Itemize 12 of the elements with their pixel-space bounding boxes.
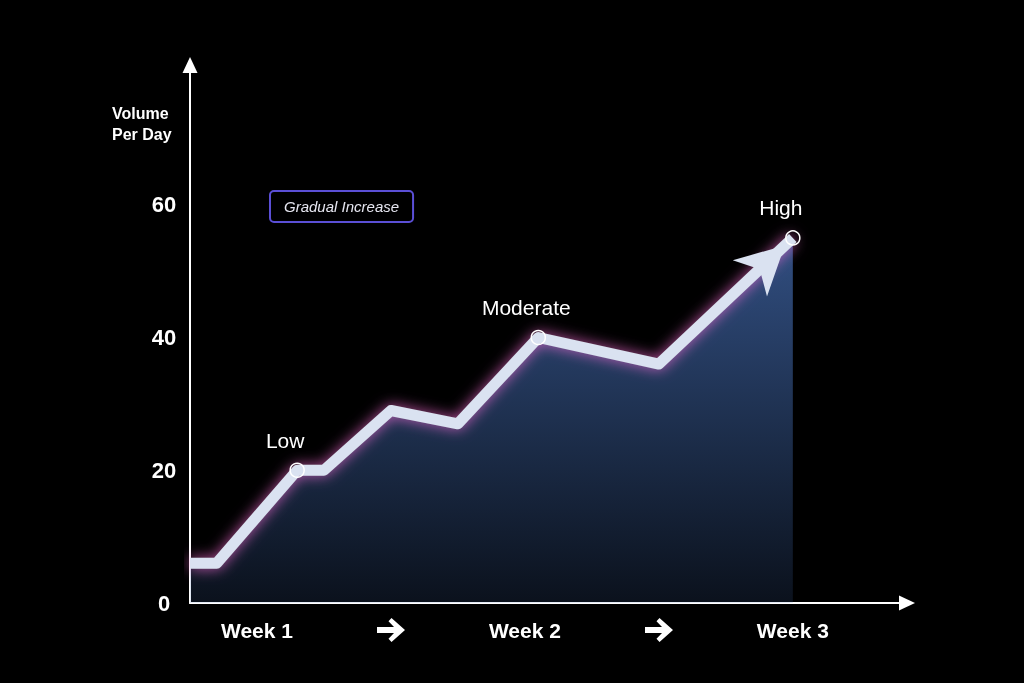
x-tick-label: Week 2: [488, 619, 561, 642]
annotation: Low: [265, 428, 306, 452]
annotation: Moderate: [481, 295, 571, 319]
y-tick-label: 60: [151, 192, 177, 218]
y-tick-label: 20: [151, 457, 177, 483]
annotation: High: [759, 196, 803, 220]
x-tick-label: Week 1: [220, 619, 294, 642]
annotation: Gradual Increase: [284, 198, 400, 215]
y-tick-label: 40: [151, 325, 177, 350]
x-tick-label: Week 3: [756, 619, 829, 642]
y-tick-label: 0: [157, 590, 171, 616]
y-axis-title: Volume Per Day: [112, 105, 172, 143]
